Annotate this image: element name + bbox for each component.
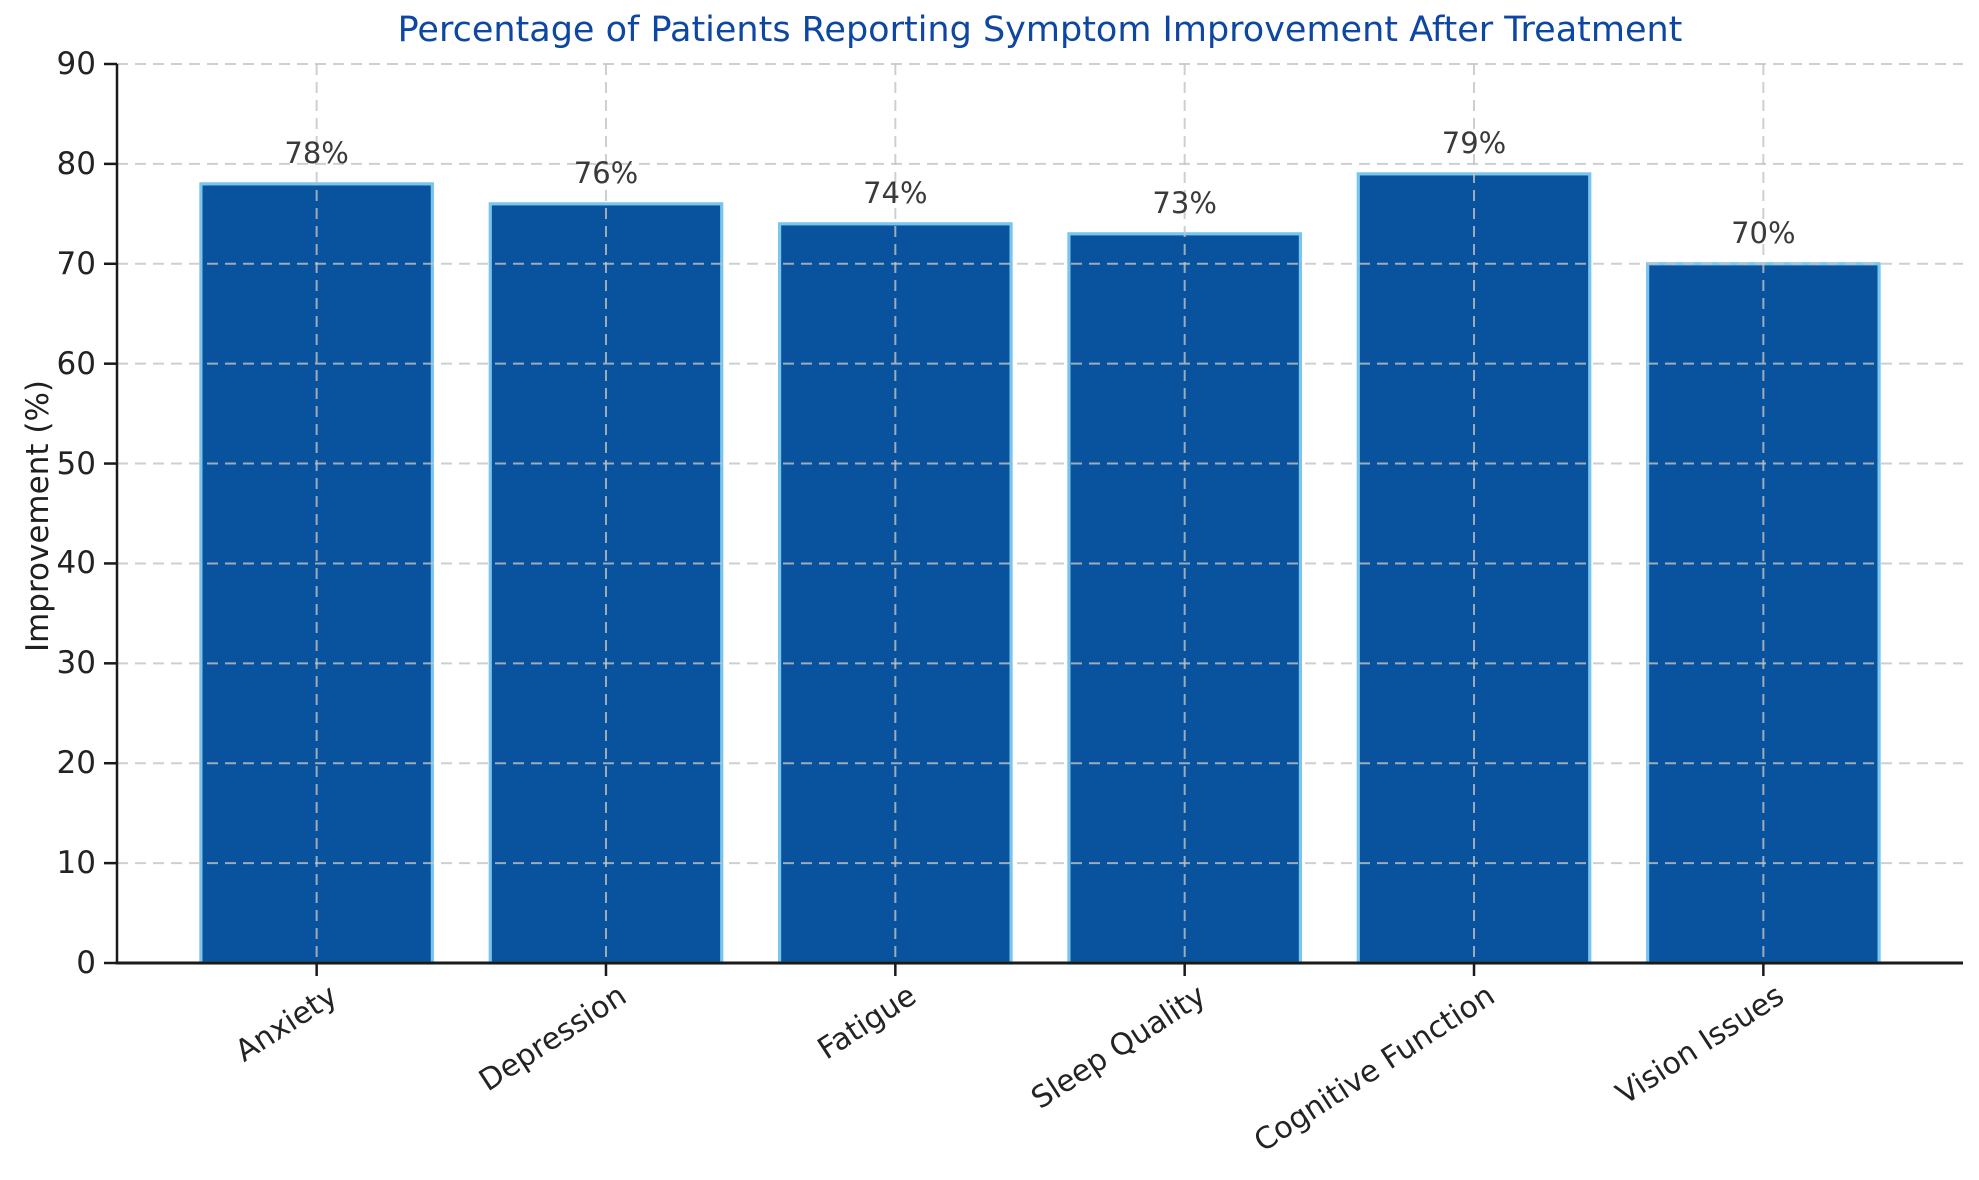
y-tick-label: 30 <box>56 645 96 682</box>
y-tick-label: 40 <box>56 545 96 582</box>
y-tick-label: 90 <box>56 46 96 82</box>
y-tick-label: 50 <box>56 445 96 482</box>
y-tick-label: 20 <box>56 745 96 782</box>
y-tick-label: 60 <box>56 345 96 382</box>
chart-title: Percentage of Patients Reporting Symptom… <box>397 10 1683 50</box>
y-tick-label: 0 <box>76 945 96 981</box>
bar-value-label: 79% <box>1441 125 1507 160</box>
y-tick-label: 10 <box>56 845 96 882</box>
bar-value-label: 70% <box>1731 215 1796 250</box>
y-tick-label: 80 <box>56 145 96 182</box>
bar-value-label: 76% <box>573 155 639 190</box>
bar-value-label: 74% <box>863 175 928 210</box>
bar-value-label: 78% <box>284 135 349 170</box>
y-tick-label: 70 <box>56 245 96 282</box>
bar-value-label: 73% <box>1152 185 1217 220</box>
bar <box>488 202 724 965</box>
